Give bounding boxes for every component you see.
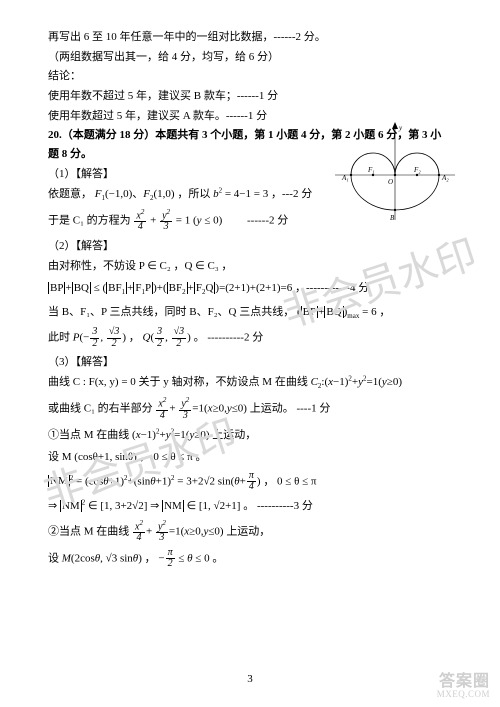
formula-line: 或曲线 C₁ 的右半部分 x24+ y23=1(x≥0,y≤0) 上运动。 --…	[48, 397, 452, 421]
heart-curve-figure: y F₁ F₂ O A₁ A₂ B	[330, 120, 460, 230]
text-line: （2）【解答】	[48, 237, 452, 256]
formula-line: 设 M(2cosθ, √3 sinθ) ， −π2 ≤ θ ≤ 0 。	[48, 548, 452, 570]
formula-line: ②当点 M 在曲线 x24+ y23=1(x≥0,y≤0) 上运动，	[48, 520, 452, 544]
text-line: 设 M (cosθ+1, sinθ) ， 0 ≤ θ ≤ π 。	[48, 448, 452, 467]
text-line: （两组数据写出其一，给 4 分，均写，给 6 分）	[48, 48, 452, 67]
footer-logo-url: MXEQ.COM	[437, 690, 490, 699]
footer-logo: 答案圈 MXEQ.COM	[437, 674, 490, 699]
svg-text:O: O	[388, 178, 393, 186]
text-line: 再写出 6 至 10 年任意一年中的一组对比数据，------2 分。	[48, 28, 452, 47]
svg-text:A₁: A₁	[341, 174, 349, 182]
text-line: 由对称性，不妨设 P ∈ C₂ ，Q ∈ C₃ ，	[48, 257, 452, 276]
text-line: （3）【解答】	[48, 353, 452, 372]
formula-line: 曲线 C : F(x, y) = 0 关于 y 轴对称，不妨设点 M 在曲线 C…	[48, 373, 452, 393]
footer-logo-text: 答案圈	[437, 674, 490, 690]
formula-line: 当 B、F₁、P 三点共线，同时 B、F₂、Q 三点共线， (BP+BQ)max…	[48, 303, 452, 323]
formula-line: ⇒ NM2 ∈ [1, 3+2√2] ⇒ NM ∈ [1, √2+1] 。 --…	[48, 497, 452, 516]
formula-line: ①当点 M 在曲线 (x−1)2+y2=1(y≥0) 上运动，	[48, 426, 452, 445]
svg-text:B: B	[390, 214, 395, 222]
formula-line: 此时 P(−32, √32) ， Q(32, √32) 。 ----------…	[48, 327, 452, 349]
formula-line: NM2 = (cosθ+1)2+(sinθ+1)2 = 3+2√2 sin(θ+…	[48, 471, 452, 493]
svg-text:A₂: A₂	[441, 174, 449, 182]
svg-text:F₁: F₁	[367, 166, 375, 174]
axis-y-label: y	[398, 124, 403, 132]
text-line: 结论：	[48, 67, 452, 86]
formula-line: BP+BQ ≤ (BF1+F1P)+(BF2+F2Q)=(2+1)+(2+1)=…	[48, 279, 452, 299]
svg-text:F₂: F₂	[413, 166, 421, 174]
page-number: 3	[0, 670, 500, 689]
text-line: 使用年数不超过 5 年，建议买 B 款车；------1 分	[48, 87, 452, 106]
